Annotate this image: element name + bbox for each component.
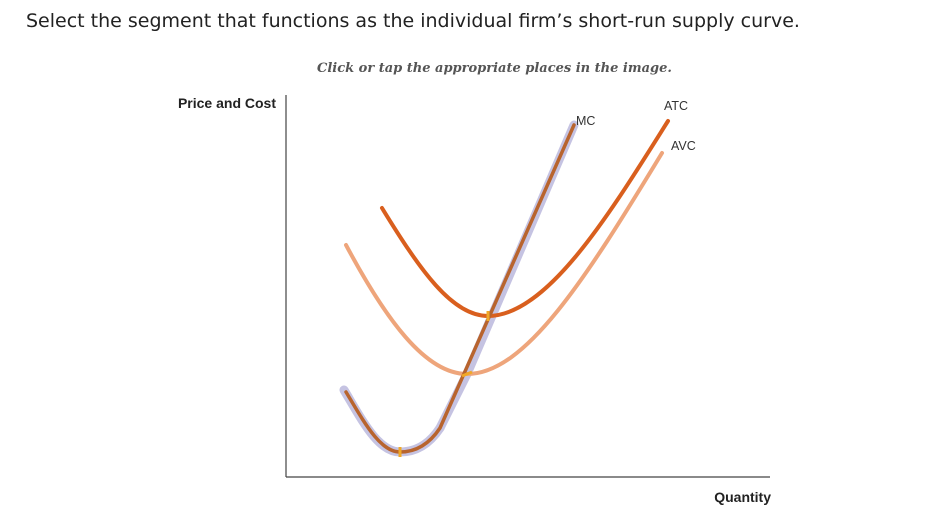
avc-curve	[344, 151, 664, 377]
atc-label: ATC	[664, 99, 688, 113]
x-axis-label: Quantity	[714, 489, 771, 505]
question-text: Select the segment that functions as the…	[26, 10, 800, 32]
mc-label: MC	[576, 114, 595, 128]
mc-curve	[344, 123, 576, 454]
y-axis-label: Price and Cost	[178, 95, 276, 111]
atc-curve	[380, 119, 670, 319]
instruction-text: Click or tap the appropriate places in t…	[317, 61, 672, 76]
avc-minimum-point	[461, 370, 473, 378]
avc-label: AVC	[671, 139, 696, 153]
